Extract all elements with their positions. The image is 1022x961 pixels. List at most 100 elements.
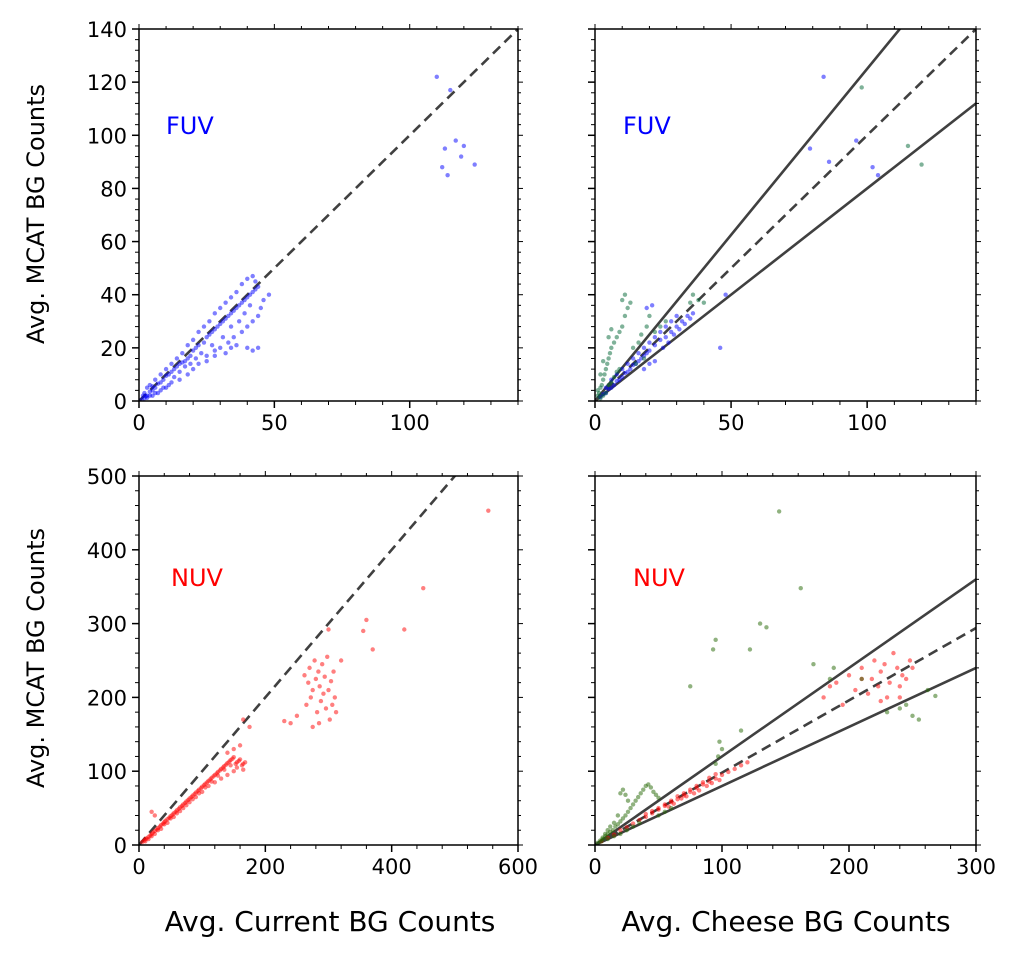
data-point — [649, 808, 655, 814]
data-point — [226, 340, 231, 345]
data-point — [603, 385, 609, 390]
data-point — [209, 329, 215, 335]
data-point — [319, 661, 325, 667]
data-point — [644, 305, 649, 311]
data-point — [255, 345, 261, 351]
data-point — [674, 324, 679, 329]
data-point — [647, 348, 652, 353]
data-point — [656, 805, 661, 811]
data-point — [226, 313, 231, 319]
data-point — [690, 311, 696, 316]
data-point — [212, 348, 217, 353]
data-point — [207, 332, 212, 337]
data-point — [196, 361, 201, 366]
data-point — [649, 303, 655, 308]
data-point — [461, 143, 467, 149]
data-point — [242, 297, 247, 303]
data-point — [688, 787, 693, 792]
data-point — [247, 303, 253, 308]
data-point — [919, 162, 924, 167]
data-point — [694, 783, 699, 789]
data-point — [691, 791, 697, 796]
data-point — [153, 377, 158, 382]
data-point — [925, 687, 930, 693]
data-point — [144, 385, 150, 390]
data-point — [628, 300, 633, 305]
data-point — [207, 319, 212, 324]
data-point — [807, 146, 813, 151]
data-point — [253, 279, 258, 284]
data-point — [870, 164, 875, 170]
data-point — [726, 769, 731, 775]
data-point — [155, 390, 161, 396]
data-point — [158, 372, 163, 377]
x-tick-label: 50 — [261, 411, 288, 435]
data-point — [288, 721, 293, 726]
data-point — [669, 329, 674, 335]
data-point — [630, 356, 636, 361]
data-point — [250, 319, 255, 324]
data-point — [662, 802, 668, 807]
data-point — [188, 361, 193, 366]
data-point — [900, 673, 905, 678]
data-point — [663, 319, 668, 324]
data-point — [609, 385, 614, 390]
data-point — [308, 695, 314, 700]
data-point — [220, 335, 226, 340]
data-point — [916, 717, 922, 722]
x-tick-label: 200 — [245, 855, 285, 879]
data-point — [225, 772, 230, 778]
data-point — [658, 337, 663, 343]
data-point — [611, 374, 617, 380]
data-point — [241, 767, 246, 772]
data-point — [757, 621, 763, 626]
data-point — [633, 361, 639, 366]
data-point — [641, 345, 647, 351]
data-point — [187, 799, 192, 805]
data-point — [250, 348, 255, 353]
data-point — [239, 300, 245, 305]
data-point — [606, 335, 611, 340]
data-point — [218, 345, 223, 351]
data-point — [228, 345, 234, 351]
data-point — [641, 366, 647, 372]
data-point — [617, 366, 622, 372]
data-point — [327, 717, 332, 722]
data-point — [152, 813, 157, 818]
data-point — [218, 305, 223, 311]
data-point — [707, 775, 712, 781]
data-point — [204, 353, 209, 359]
data-point — [247, 724, 252, 730]
y-tick-label: 100 — [87, 760, 127, 784]
one-to-one-dashed-line — [139, 29, 518, 401]
x-tick-label: 0 — [132, 411, 145, 435]
data-point — [161, 377, 166, 382]
data-point — [599, 382, 605, 388]
data-point — [255, 313, 261, 319]
data-point — [628, 805, 633, 811]
data-point — [333, 709, 339, 715]
axes-frame — [594, 475, 977, 846]
data-point — [652, 343, 658, 348]
data-point — [338, 658, 344, 663]
data-point — [302, 673, 307, 678]
data-point — [891, 650, 896, 656]
data-point — [910, 665, 915, 671]
data-point — [903, 702, 909, 707]
series-cheese — [595, 509, 938, 845]
data-point — [682, 321, 688, 327]
data-point — [623, 792, 628, 798]
data-point — [434, 74, 439, 80]
data-point — [314, 709, 320, 715]
data-point — [669, 319, 674, 324]
data-point — [882, 661, 887, 667]
data-point — [321, 691, 326, 696]
data-point — [658, 324, 663, 329]
band-label: FUV — [623, 112, 671, 140]
data-point — [234, 765, 240, 770]
data-point — [684, 794, 689, 799]
data-point — [318, 698, 324, 704]
data-point — [158, 388, 163, 393]
data-point — [709, 780, 715, 786]
